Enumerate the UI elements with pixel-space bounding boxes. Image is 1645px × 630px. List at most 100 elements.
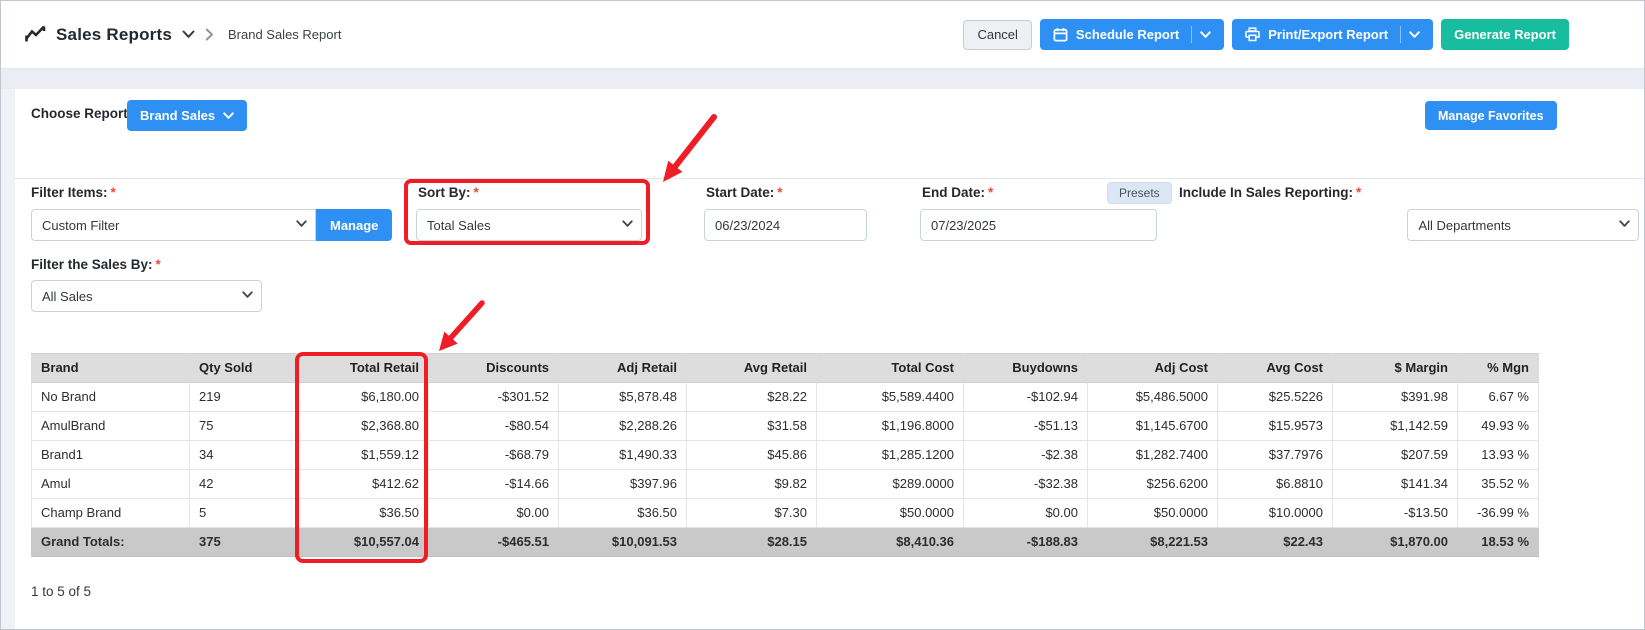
sort-by-select[interactable]: Total Sales <box>416 209 642 241</box>
value-cell: 49.93 % <box>1457 411 1539 441</box>
value-cell: 6.67 % <box>1457 382 1539 412</box>
column-header[interactable]: Total Cost <box>816 353 964 383</box>
button-divider <box>1400 26 1402 43</box>
brand-sales-table: Brand Qty Sold Total Retail Discounts Adj Re… <box>31 353 1539 557</box>
value-cell: $141.34 <box>1332 469 1458 499</box>
title-group: Sales Reports Brand Sales Report <box>25 1 341 68</box>
value-cell: 13.93 % <box>1457 440 1539 470</box>
value-cell: $15.9573 <box>1217 411 1333 441</box>
column-header[interactable]: Avg Cost <box>1217 353 1333 383</box>
value-cell: -$80.54 <box>428 411 559 441</box>
generate-report-button[interactable]: Generate Report <box>1441 19 1569 50</box>
value-cell: $50.0000 <box>1087 498 1218 528</box>
print-export-report-label: Print/Export Report <box>1268 27 1389 42</box>
value-cell: -$32.38 <box>963 469 1088 499</box>
value-cell: $10,557.04 <box>296 527 429 557</box>
value-cell: $289.0000 <box>816 469 964 499</box>
column-header[interactable]: Discounts <box>428 353 559 383</box>
print-export-report-button[interactable]: Print/Export Report <box>1232 19 1434 50</box>
value-cell: $412.62 <box>296 469 429 499</box>
column-header[interactable]: % Mgn <box>1457 353 1539 383</box>
column-header[interactable]: $ Margin <box>1332 353 1458 383</box>
value-cell: 75 <box>189 411 297 441</box>
header-gap-band <box>1 69 1644 89</box>
value-cell: -$68.79 <box>428 440 559 470</box>
value-cell: $9.82 <box>686 469 817 499</box>
table-row: Champ Brand 5 $36.50 $0.00 $36.50 $7.30 $50.00… <box>31 498 1539 528</box>
filter-items-select[interactable]: Custom Filter <box>31 209 316 241</box>
report-type-dropdown-button[interactable]: Brand Sales <box>127 100 248 131</box>
column-header[interactable]: Brand <box>31 353 190 383</box>
brand-cell: Brand1 <box>31 440 190 470</box>
manage-filter-button[interactable]: Manage <box>316 209 393 241</box>
filter-sales-by-label: Filter the Sales By: * <box>31 257 161 272</box>
value-cell: -$102.94 <box>963 382 1088 412</box>
value-cell: $207.59 <box>1332 440 1458 470</box>
value-cell: $28.22 <box>686 382 817 412</box>
brand-cell: Amul <box>31 469 190 499</box>
value-cell: $1,196.8000 <box>816 411 964 441</box>
breadcrumb-separator-icon <box>205 28 214 41</box>
sort-by-label: Sort By: * <box>418 185 479 200</box>
filter-sales-by-select[interactable]: All Sales <box>31 280 262 312</box>
value-cell: $1,142.59 <box>1332 411 1458 441</box>
end-date-label: End Date: * <box>922 185 994 200</box>
include-in-sales-reporting-control: All Departments <box>1407 209 1640 241</box>
value-cell: $1,285.1200 <box>816 440 964 470</box>
value-cell: $2,368.80 <box>296 411 429 441</box>
value-cell: $5,486.5000 <box>1087 382 1218 412</box>
value-cell: 5 <box>189 498 297 528</box>
value-cell: $1,490.33 <box>558 440 687 470</box>
cancel-button[interactable]: Cancel <box>963 19 1032 50</box>
brand-cell: Grand Totals: <box>31 527 190 557</box>
value-cell: $25.5226 <box>1217 382 1333 412</box>
chevron-down-icon <box>223 111 234 120</box>
value-cell: 18.53 % <box>1457 527 1539 557</box>
value-cell: -$2.38 <box>963 440 1088 470</box>
page-title: Sales Reports <box>56 24 172 44</box>
table-row: Amul 42 $412.62 -$14.66 $397.96 $9.82 $289.000… <box>31 469 1539 499</box>
value-cell: -$465.51 <box>428 527 559 557</box>
value-cell: $45.86 <box>686 440 817 470</box>
required-asterisk: * <box>110 185 116 200</box>
chevron-down-icon[interactable] <box>1409 30 1420 39</box>
table-row: AmulBrand 75 $2,368.80 -$80.54 $2,288.26 $31.… <box>31 411 1539 441</box>
value-cell: $0.00 <box>963 498 1088 528</box>
grand-totals-row: Grand Totals: 375 $10,557.04 -$465.51 $10,09… <box>31 527 1539 557</box>
table-row: Brand1 34 $1,559.12 -$68.79 $1,490.33 $45.86 $… <box>31 440 1539 470</box>
start-date-input[interactable] <box>704 209 867 241</box>
value-cell: -$13.50 <box>1332 498 1458 528</box>
value-cell: $256.6200 <box>1087 469 1218 499</box>
manage-favorites-button[interactable]: Manage Favorites <box>1425 101 1557 130</box>
calendar-icon <box>1053 27 1068 42</box>
required-asterisk: * <box>777 185 783 200</box>
value-cell: 35.52 % <box>1457 469 1539 499</box>
schedule-report-button[interactable]: Schedule Report <box>1039 19 1225 50</box>
value-cell: 375 <box>189 527 297 557</box>
value-cell: $8,410.36 <box>816 527 964 557</box>
column-header[interactable]: Adj Cost <box>1087 353 1218 383</box>
value-cell: 42 <box>189 469 297 499</box>
chevron-down-icon[interactable] <box>182 30 195 39</box>
end-date-input[interactable] <box>920 209 1157 241</box>
value-cell: $31.58 <box>686 411 817 441</box>
include-in-sales-reporting-select[interactable]: All Departments <box>1407 209 1640 241</box>
value-cell: $37.7976 <box>1217 440 1333 470</box>
value-cell: $28.15 <box>686 527 817 557</box>
column-header[interactable]: Qty Sold <box>189 353 297 383</box>
value-cell: $22.43 <box>1217 527 1333 557</box>
column-header[interactable]: Avg Retail <box>686 353 817 383</box>
value-cell: -$188.83 <box>963 527 1088 557</box>
value-cell: $36.50 <box>558 498 687 528</box>
start-date-label: Start Date: * <box>706 185 783 200</box>
presets-button[interactable]: Presets <box>1107 182 1172 204</box>
column-header[interactable]: Adj Retail <box>558 353 687 383</box>
value-cell: -$14.66 <box>428 469 559 499</box>
table-body: No Brand 219 $6,180.00 -$301.52 $5,878.48 $28… <box>31 382 1539 557</box>
chevron-down-icon[interactable] <box>1200 30 1211 39</box>
column-header[interactable]: Buydowns <box>963 353 1088 383</box>
value-cell: $8,221.53 <box>1087 527 1218 557</box>
filter-sales-by-control: All Sales <box>31 280 262 312</box>
choose-report-label: Choose Report <box>31 106 128 121</box>
column-header[interactable]: Total Retail <box>296 353 429 383</box>
